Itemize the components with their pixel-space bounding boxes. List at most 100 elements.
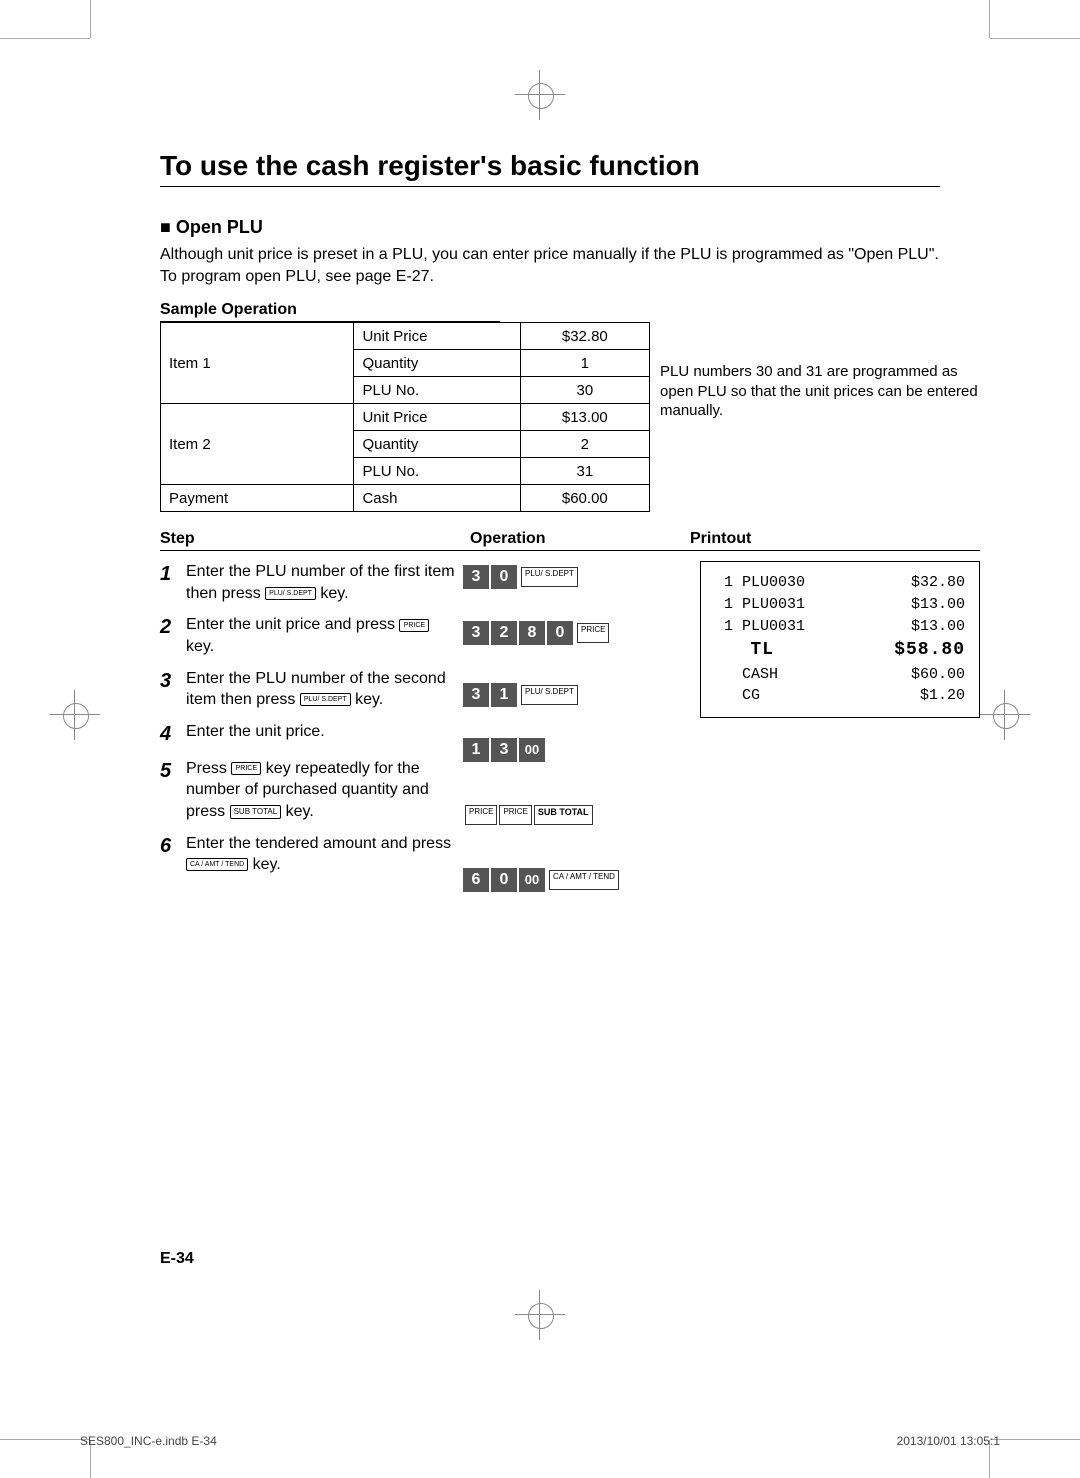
table-cell: $32.80 [520, 323, 649, 350]
fn-key-icon: SUB TOTAL [534, 805, 593, 825]
crop-mark [990, 1439, 1080, 1440]
footer-right: 2013/10/01 13:05:1 [897, 1434, 1000, 1448]
printout-line: TL$58.80 [715, 637, 965, 663]
step-text: Enter the PLU number of the first item t… [186, 561, 463, 604]
crop-mark [990, 38, 1080, 39]
fn-key-icon: PRICE [465, 805, 497, 825]
table-cell: PLU No. [354, 377, 520, 404]
reg-mark-bottom [525, 1300, 555, 1330]
reg-mark-right [990, 700, 1020, 730]
step-number: 1 [160, 561, 186, 604]
num-key-icon: 0 [491, 565, 517, 589]
printout-box: 1 PLU0030$32.80 1 PLU0031$13.00 1 PLU003… [700, 561, 980, 718]
step-item: 4Enter the unit price. [160, 721, 463, 748]
key-icon: PLU/ S.DEPT [265, 587, 316, 600]
reg-mark-left [60, 700, 90, 730]
table-cell: Item 1 [161, 323, 354, 404]
fn-key-icon: PLU/ S.DEPT [521, 567, 578, 587]
intro-text: Although unit price is preset in a PLU, … [160, 244, 950, 287]
title-underline [160, 186, 940, 187]
reg-mark-top [525, 80, 555, 110]
section-heading: ■ Open PLU [160, 217, 980, 238]
table-cell: Quantity [354, 350, 520, 377]
printout-line: CG$1.20 [715, 685, 965, 707]
num-key-icon: 0 [491, 868, 517, 892]
num-key-icon: 3 [463, 565, 489, 589]
column-header-printout: Printout [690, 530, 980, 551]
step-item: 1Enter the PLU number of the first item … [160, 561, 463, 604]
operation-line: 3280PRICE [463, 611, 678, 655]
table-cell: Cash [354, 485, 520, 512]
fn-key-icon: PLU/ S.DEPT [521, 685, 578, 705]
footer-left: SES800_INC-e.indb E-34 [80, 1434, 217, 1448]
operation-line: 1300 [463, 735, 678, 765]
page-title: To use the cash register's basic functio… [160, 150, 980, 182]
key-icon: PRICE [399, 619, 429, 632]
num-key-icon: 1 [491, 683, 517, 707]
step-number: 2 [160, 614, 186, 657]
sample-note: PLU numbers 30 and 31 are programmed as … [650, 322, 980, 512]
step-item: 3Enter the PLU number of the second item… [160, 668, 463, 711]
steps-column: 1Enter the PLU number of the first item … [160, 561, 463, 913]
table-cell: Payment [161, 485, 354, 512]
key-icon: CA / AMT / TEND [186, 858, 248, 871]
column-header-operation: Operation [470, 530, 690, 551]
step-item: 6Enter the tendered amount and press CA … [160, 833, 463, 876]
section-marker: ■ [160, 217, 171, 237]
printout-line: 1 PLU0031$13.00 [715, 594, 965, 616]
table-cell: PLU No. [354, 458, 520, 485]
fn-key-icon: CA / AMT / TEND [549, 870, 619, 890]
step-text: Enter the unit price and press PRICE key… [186, 614, 463, 657]
sample-table: Item 1 Unit Price $32.80 Quantity 1 PLU … [160, 322, 650, 512]
table-cell: Unit Price [354, 323, 520, 350]
operation-line: 30PLU/ S.DEPT [463, 561, 678, 593]
step-number: 3 [160, 668, 186, 711]
printout-line: 1 PLU0030$32.80 [715, 572, 965, 594]
key-icon: SUB TOTAL [230, 805, 282, 819]
fn-key-icon: PRICE [577, 623, 609, 643]
fn-key-icon: PRICE [499, 805, 531, 825]
table-cell: 31 [520, 458, 649, 485]
table-cell: Unit Price [354, 404, 520, 431]
num-key-icon: 3 [463, 683, 489, 707]
printout-line: 1 PLU0031$13.00 [715, 616, 965, 638]
crop-mark [0, 1439, 90, 1440]
key-icon: PLU/ S.DEPT [300, 693, 351, 706]
num-key-icon: 3 [463, 621, 489, 645]
num-key-icon: 3 [491, 738, 517, 762]
table-cell: $60.00 [520, 485, 649, 512]
table-cell: 1 [520, 350, 649, 377]
sample-operation-label: Sample Operation [160, 301, 500, 322]
num-key-icon: 1 [463, 738, 489, 762]
step-text: Enter the PLU number of the second item … [186, 668, 463, 711]
step-number: 6 [160, 833, 186, 876]
num-key-icon: 2 [491, 621, 517, 645]
column-header-step: Step [160, 530, 470, 551]
printout-line: CASH$60.00 [715, 664, 965, 686]
num-key-icon: 00 [519, 738, 545, 762]
step-item: 2Enter the unit price and press PRICE ke… [160, 614, 463, 657]
step-number: 5 [160, 758, 186, 823]
step-number: 4 [160, 721, 186, 748]
page-number: E-34 [160, 1250, 194, 1268]
operation-line: PRICEPRICESUB TOTAL [463, 783, 678, 847]
crop-mark [989, 0, 990, 38]
section-title: Open PLU [176, 217, 263, 237]
num-key-icon: 0 [547, 621, 573, 645]
num-key-icon: 6 [463, 868, 489, 892]
table-cell: 2 [520, 431, 649, 458]
step-text: Enter the tendered amount and press CA /… [186, 833, 463, 876]
table-cell: Item 2 [161, 404, 354, 485]
operation-line: 31PLU/ S.DEPT [463, 673, 678, 717]
num-key-icon: 00 [519, 868, 545, 892]
operation-column: 30PLU/ S.DEPT3280PRICE31PLU/ S.DEPT1300P… [463, 561, 678, 913]
table-cell: 30 [520, 377, 649, 404]
crop-mark [0, 38, 90, 39]
step-text: Enter the unit price. [186, 721, 463, 748]
num-key-icon: 8 [519, 621, 545, 645]
operation-line: 6000CA / AMT / TEND [463, 865, 678, 895]
table-cell: $13.00 [520, 404, 649, 431]
crop-mark [90, 0, 91, 38]
step-text: Press PRICE key repeatedly for the numbe… [186, 758, 463, 823]
table-cell: Quantity [354, 431, 520, 458]
